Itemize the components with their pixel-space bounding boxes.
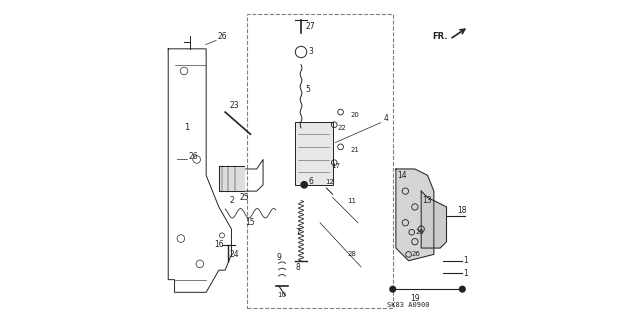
Text: 25: 25 — [239, 193, 249, 202]
Text: 13: 13 — [422, 196, 433, 205]
Text: 19: 19 — [410, 294, 420, 303]
Text: 26: 26 — [412, 251, 421, 257]
Text: 7: 7 — [296, 228, 300, 237]
Bar — [294, 122, 333, 185]
Text: 28: 28 — [347, 251, 356, 257]
Text: 16: 16 — [214, 241, 223, 249]
Text: 20: 20 — [350, 112, 359, 118]
Text: 1: 1 — [463, 269, 468, 278]
Text: 17: 17 — [332, 163, 340, 169]
Circle shape — [460, 286, 465, 292]
Text: 27: 27 — [306, 22, 316, 31]
Text: 8: 8 — [296, 263, 300, 271]
Text: 23: 23 — [230, 101, 239, 110]
Text: 3: 3 — [308, 48, 313, 56]
Text: 26: 26 — [217, 32, 227, 41]
Text: 4: 4 — [384, 114, 389, 123]
Text: 2: 2 — [229, 196, 234, 205]
Text: 6: 6 — [308, 177, 313, 186]
Text: FR.: FR. — [433, 32, 448, 41]
Text: 11: 11 — [347, 197, 356, 204]
Text: 5: 5 — [305, 85, 310, 94]
Text: 1: 1 — [463, 256, 468, 265]
Text: 12: 12 — [325, 179, 334, 185]
Text: 21: 21 — [350, 147, 359, 153]
Text: 10: 10 — [278, 293, 287, 299]
Text: 15: 15 — [246, 218, 255, 227]
Text: 26: 26 — [415, 229, 424, 235]
Text: 26: 26 — [189, 152, 198, 161]
Circle shape — [301, 182, 307, 188]
Polygon shape — [396, 169, 434, 261]
Polygon shape — [421, 191, 447, 248]
Text: 22: 22 — [338, 125, 346, 131]
Text: 24: 24 — [230, 250, 239, 259]
Text: 1: 1 — [184, 123, 190, 132]
Text: SK83 A0900: SK83 A0900 — [387, 302, 430, 308]
Circle shape — [390, 286, 396, 292]
Text: 9: 9 — [276, 253, 282, 262]
Text: 18: 18 — [458, 206, 467, 215]
Text: 14: 14 — [397, 171, 407, 180]
